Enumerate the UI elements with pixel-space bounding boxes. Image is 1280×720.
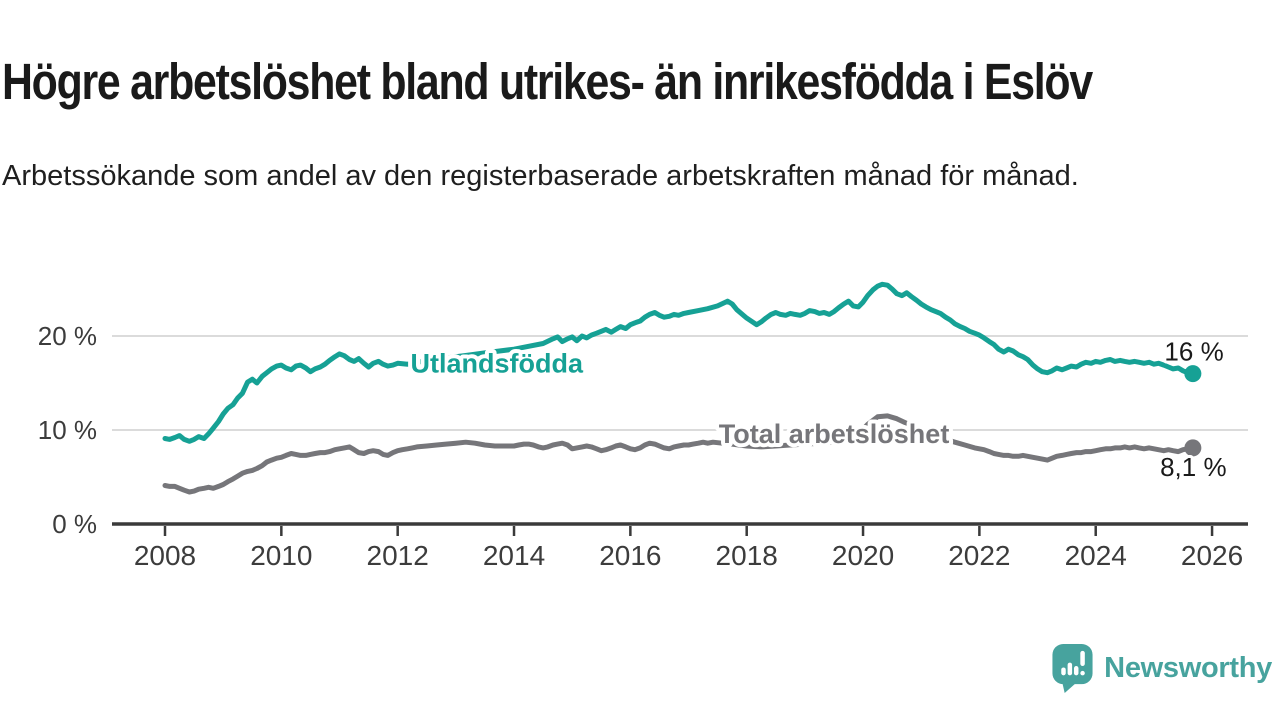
y-axis-label-0: 0 % (52, 509, 97, 539)
newsworthy-logo-icon (1052, 644, 1093, 693)
x-axis-label-2012: 2012 (367, 540, 429, 571)
end-value-label-utlandsfodda: 16 % (1164, 336, 1223, 366)
newsworthy-wordmark: Newsworthy (1104, 651, 1272, 684)
x-axis-label-2018: 2018 (716, 540, 778, 571)
logo-bar-chart-icon (1061, 662, 1079, 676)
x-axis-label-2014: 2014 (483, 540, 545, 571)
end-value-label-total-arbetsloshet: 8,1 % (1160, 452, 1227, 482)
speech-bubble-shape (1052, 644, 1093, 693)
x-axis-label-2008: 2008 (134, 540, 196, 571)
series-end-dot-utlandsfodda (1184, 365, 1202, 383)
newsworthy-branding: Newsworthy (1050, 642, 1272, 694)
x-axis-label-2010: 2010 (250, 540, 312, 571)
series-end-dot-total-arbetsloshet (1184, 439, 1202, 457)
logo-exclamation-icon (1080, 650, 1085, 676)
x-axis-label-2026: 2026 (1181, 540, 1243, 571)
x-axis-label-2016: 2016 (599, 540, 661, 571)
chart-subtitle: Arbetssökande som andel av den registerb… (2, 160, 1079, 192)
page-title: Högre arbetslöshet bland utrikes- än inr… (2, 53, 1093, 111)
y-axis-label-20: 20 % (38, 321, 97, 351)
series-label-total-arbetsloshet: Total arbetslöshet (719, 419, 950, 449)
x-axis-label-2022: 2022 (948, 540, 1010, 571)
series-label-utlandsfodda: Utlandsfödda (410, 349, 583, 379)
y-axis-label-10: 10 % (38, 415, 97, 445)
series-line-utlandsfodda (162, 281, 1196, 444)
series-line-total-arbetsloshet (162, 413, 1196, 495)
x-axis-label-2020: 2020 (832, 540, 894, 571)
x-axis-label-2024: 2024 (1065, 540, 1127, 571)
